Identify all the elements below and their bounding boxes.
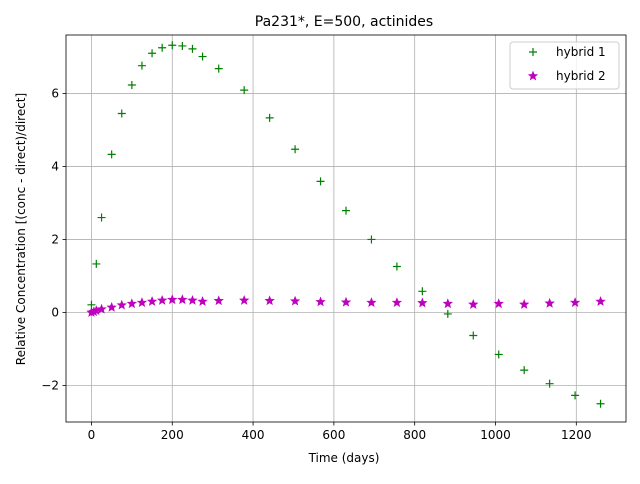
- data-point: [569, 297, 581, 308]
- data-point: [291, 145, 300, 154]
- data-point: [367, 235, 376, 244]
- data-point: [107, 150, 116, 159]
- x-tick-label: 0: [88, 428, 96, 442]
- x-tick-label: 1200: [561, 428, 592, 442]
- x-tick-label: 200: [161, 428, 184, 442]
- data-point: [146, 296, 158, 306]
- data-point: [116, 299, 127, 310]
- data-point: [239, 294, 250, 305]
- data-point: [366, 297, 377, 308]
- data-point: [167, 294, 178, 305]
- data-point: [493, 298, 504, 309]
- x-axis-label: Time (days): [308, 451, 380, 465]
- data-point: [214, 64, 223, 73]
- series-hybrid-1: [87, 41, 605, 408]
- legend-marker-hybrid-1: [529, 48, 537, 56]
- axes: 0 200 400 600 800 1000 1200 −2 0 2 4 6: [41, 34, 627, 442]
- data-point: [197, 296, 208, 306]
- data-point: [468, 299, 479, 309]
- data-point: [198, 52, 207, 61]
- data-point: [97, 213, 106, 222]
- data-point: [520, 366, 529, 375]
- plot-area: [86, 41, 606, 408]
- data-point: [392, 262, 401, 271]
- series-hybrid-2: [86, 294, 606, 317]
- data-point: [126, 298, 138, 309]
- data-point: [117, 109, 126, 118]
- data-point: [595, 296, 606, 306]
- data-point: [264, 295, 275, 306]
- y-tick-label: 4: [51, 159, 59, 173]
- legend-label-hybrid-2: hybrid 2: [556, 69, 606, 83]
- data-point: [544, 297, 555, 308]
- legend: hybrid 1 hybrid 2: [509, 41, 620, 90]
- data-point: [177, 294, 188, 305]
- data-point: [127, 81, 136, 90]
- data-point: [265, 113, 274, 122]
- data-point: [188, 44, 197, 53]
- data-point: [92, 259, 101, 268]
- y-tick-label: 6: [51, 86, 59, 100]
- data-point: [178, 41, 187, 50]
- data-point: [157, 294, 168, 305]
- axes-frame: [65, 34, 627, 423]
- data-point: [136, 297, 148, 308]
- data-point: [187, 294, 198, 305]
- x-tick-label: 1000: [480, 428, 511, 442]
- data-point: [442, 298, 453, 309]
- data-point: [148, 49, 157, 58]
- data-point: [443, 309, 452, 318]
- data-point: [137, 61, 146, 70]
- data-point: [596, 399, 605, 408]
- legend-label-hybrid-1: hybrid 1: [556, 45, 606, 59]
- data-point: [316, 177, 325, 186]
- data-point: [519, 299, 530, 309]
- x-tick-label: 800: [403, 428, 426, 442]
- data-point: [340, 296, 352, 307]
- data-point: [342, 206, 350, 215]
- data-point: [417, 297, 428, 308]
- data-point: [96, 303, 107, 314]
- data-point: [418, 287, 427, 296]
- data-point: [158, 43, 167, 52]
- legend-marker-glyph: [527, 70, 539, 81]
- data-point: [168, 41, 177, 50]
- data-point: [545, 379, 554, 388]
- data-point: [469, 331, 478, 340]
- y-tick-label: 0: [51, 305, 59, 319]
- legend-marker-glyph: [529, 48, 537, 56]
- data-point: [571, 391, 580, 400]
- legend-box: [509, 41, 620, 90]
- data-point: [106, 301, 117, 312]
- legend-marker-hybrid-2: [527, 70, 539, 81]
- chart-title: Pa231*, E=500, actinides: [255, 14, 433, 30]
- data-point: [315, 296, 326, 307]
- data-point: [213, 295, 224, 306]
- x-tick-label: 400: [242, 428, 265, 442]
- data-point: [240, 86, 249, 95]
- x-tick-label: 600: [322, 428, 345, 442]
- data-point: [289, 295, 301, 306]
- grid: [66, 35, 626, 422]
- data-point: [494, 350, 503, 359]
- data-point: [391, 297, 403, 308]
- y-tick-label: 2: [51, 232, 59, 246]
- y-tick-label: −2: [41, 378, 59, 392]
- y-axis-label: Relative Concentration [(conc - direct)/…: [14, 93, 28, 365]
